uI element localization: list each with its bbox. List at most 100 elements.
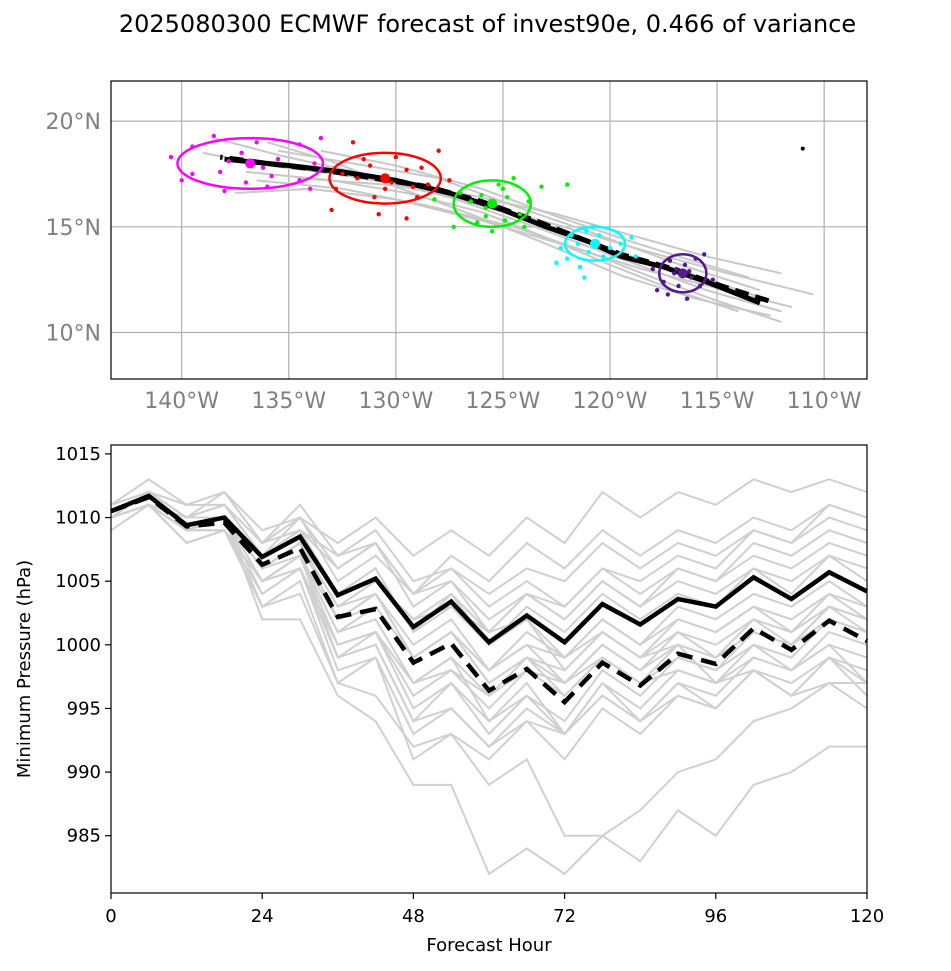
map-lon-tick-label: 125°W <box>466 389 541 414</box>
ensemble-position-point <box>702 252 707 257</box>
y-tick-label: 995 <box>67 698 101 719</box>
ensemble-position-point <box>710 277 716 282</box>
ensemble-position-point <box>650 266 656 272</box>
ensemble-position-point <box>558 245 563 251</box>
ensemble-position-point <box>333 186 339 191</box>
ensemble-position-point <box>415 195 420 200</box>
ensemble-position-point <box>239 150 244 156</box>
map-lon-tick-label: 130°W <box>358 389 433 414</box>
ensemble-track-line <box>267 141 771 317</box>
y-tick-label: 1000 <box>55 635 101 656</box>
map-lat-tick-label: 15°N <box>46 216 101 241</box>
map-lon-tick-label: 135°W <box>251 389 326 414</box>
ensemble-position-point <box>329 207 334 213</box>
ensemble-position-point <box>211 133 216 139</box>
map-lat-tick-label: 10°N <box>46 322 101 347</box>
ensemble-position-point <box>312 161 317 166</box>
ensemble-pressure-line <box>110 503 868 672</box>
ensemble-position-point <box>190 171 195 177</box>
ensemble-position-point <box>684 296 690 301</box>
ensemble-position-point <box>502 218 508 223</box>
y-tick-label: 990 <box>67 762 101 783</box>
ensemble-pressure-line <box>110 503 868 749</box>
x-tick-label: 72 <box>553 906 576 927</box>
ensemble-position-point <box>629 235 634 240</box>
x-tick-label: 120 <box>850 906 884 927</box>
ensemble-pressure-line <box>110 478 868 558</box>
ensemble-position-point <box>243 180 249 185</box>
ensemble-position-point <box>307 186 313 191</box>
x-tick-label: 48 <box>402 906 425 927</box>
ensemble-position-point <box>179 178 184 183</box>
ensemble-position-point <box>584 228 589 234</box>
ensemble-position-point <box>564 182 570 187</box>
ensemble-position-point <box>590 224 596 230</box>
ensemble-position-point <box>318 135 324 141</box>
ensemble-position-point <box>618 241 623 246</box>
ensemble-position-point <box>451 224 456 230</box>
ensemble-pressure-line <box>110 503 867 837</box>
ensemble-position-point <box>674 266 679 272</box>
ensemble-position-point <box>269 173 274 179</box>
ensemble-position-point <box>404 216 409 221</box>
map-frame <box>110 80 868 380</box>
ensemble-position-point <box>447 178 452 183</box>
ensemble-position-point <box>168 154 174 160</box>
ensemble-track-line <box>320 149 750 279</box>
ensemble-pressure-line <box>110 503 867 876</box>
ensemble-position-point <box>601 254 606 259</box>
ensemble-position-point <box>687 269 692 274</box>
group-center-point <box>590 238 601 249</box>
ensemble-position-point <box>457 190 463 196</box>
map-lon-tick-label: 115°W <box>680 389 755 414</box>
uncertainty-ellipse <box>658 253 708 294</box>
ensemble-position-point <box>361 156 366 162</box>
pressure-x-ticks: 0 24 48 72 96 120 <box>105 893 884 927</box>
ensemble-position-point <box>404 167 409 172</box>
ensemble-pressure-line <box>110 490 868 608</box>
ensemble-position-point <box>260 165 266 170</box>
ensemble-position-point <box>222 188 227 194</box>
position-scatter <box>168 133 805 301</box>
ensemble-position-point <box>697 283 703 289</box>
uncertainty-ellipse <box>176 136 325 191</box>
figure-title: 2025080300 ECMWF forecast of invest90e, … <box>118 10 857 38</box>
ensemble-position-point <box>382 186 388 191</box>
pressure-main-lines <box>110 493 869 706</box>
ensemble-position-point <box>496 182 501 187</box>
ensemble-position-point <box>539 184 544 189</box>
ensemble-position-point <box>475 220 480 225</box>
ensemble-position-point <box>575 241 581 246</box>
ensemble-position-point <box>500 186 506 191</box>
ensemble-position-point <box>665 292 671 297</box>
group-center-point <box>380 173 391 184</box>
ensemble-position-point <box>511 176 516 181</box>
ensemble-position-point <box>410 184 416 189</box>
ensemble-pressure-line <box>110 503 868 748</box>
ensemble-position-point <box>436 148 441 153</box>
uncertainty-ellipse <box>328 151 443 205</box>
pressure-frame <box>110 444 868 894</box>
map-latitude-ticks: 20°N 15°N 10°N <box>46 110 101 346</box>
group-center-point <box>487 198 498 209</box>
ensemble-pressure-line <box>110 503 868 698</box>
x-tick-label: 24 <box>251 906 274 927</box>
ensemble-position-point <box>607 245 613 251</box>
map-gridlines <box>111 81 867 379</box>
ensemble-position-point <box>432 197 437 202</box>
uncertainty-ellipse <box>452 179 533 229</box>
ensemble-position-point <box>517 211 523 217</box>
ensemble-position-point <box>389 180 394 185</box>
ensemble-position-point <box>569 233 574 238</box>
ensemble-position-point <box>372 195 377 200</box>
ensemble-position-point <box>367 163 373 168</box>
map-lon-tick-label: 120°W <box>573 389 648 414</box>
ensemble-position-point <box>554 260 559 265</box>
ensemble-position-point <box>479 192 484 198</box>
control-pressure-line <box>110 494 869 706</box>
ensemble-position-point <box>297 178 302 183</box>
ensemble-position-point <box>667 258 673 263</box>
ensemble-position-point <box>483 205 488 211</box>
track-map-panel: 140°W 135°W 130°W 125°W 120°W 115°W 110°W 20°N… <box>46 80 868 414</box>
ensemble-position-point <box>490 228 495 234</box>
